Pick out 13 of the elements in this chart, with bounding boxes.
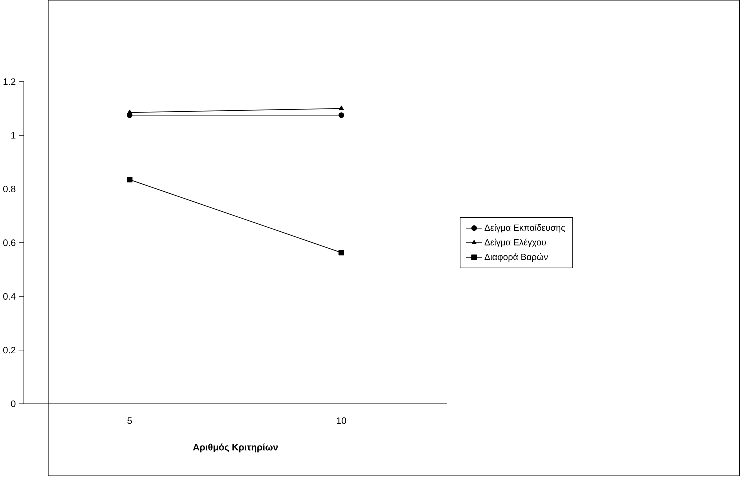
x-tick-label: 5 (128, 418, 132, 424)
y-tick-label: 1 (12, 132, 16, 139)
y-tick-label: 1.2 (4, 78, 16, 86)
y-tick-label: 0.4 (3, 294, 16, 300)
y-tick-label: 0.6 (3, 240, 16, 246)
x-axis-title: Αριθμός Κριτηρίων (193, 444, 278, 453)
legend-label: Δείγμα Ελέγχου (484, 239, 546, 248)
legend-label: Δείγμα Εκπαίδευσης (484, 224, 566, 234)
legend-label: Διαφορά Βαρών (484, 254, 548, 262)
y-tick-label: 0 (11, 400, 16, 408)
y-tick-label: 0.8 (3, 186, 16, 193)
y-tick-label: 0.2 (3, 347, 16, 354)
x-tick-label: 10 (337, 418, 346, 424)
